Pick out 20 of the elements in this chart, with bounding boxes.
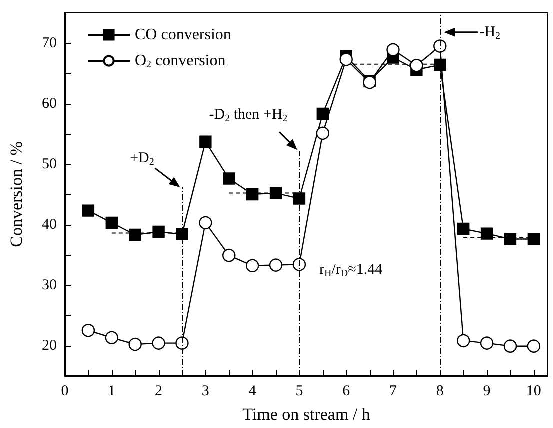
y-tick-label: 50 <box>42 156 57 172</box>
y-tick-label: 40 <box>42 216 57 233</box>
y-tick-label: 30 <box>42 277 57 294</box>
x-tick-label: 9 <box>483 384 491 400</box>
legend-label: CO conversion <box>135 26 232 44</box>
x-tick-label: 10 <box>526 384 542 400</box>
x-tick-label: 5 <box>296 384 304 400</box>
x-tick-label: 6 <box>342 384 351 400</box>
x-tick-label: 1 <box>108 384 116 400</box>
x-tick-label: 7 <box>390 384 398 400</box>
x-tick-label: 4 <box>248 384 257 400</box>
x-tick-label: 3 <box>202 384 210 400</box>
x-tick-label: 8 <box>436 384 444 400</box>
y-axis-title: Conversion / % <box>7 142 26 248</box>
y-tick-label: 20 <box>42 338 57 354</box>
y-tick-label: 70 <box>42 35 57 52</box>
x-tick-label: 0 <box>61 384 69 400</box>
x-axis-title: Time on stream / h <box>242 405 371 424</box>
y-tick-label: 60 <box>42 96 57 112</box>
x-tick-label: 2 <box>155 384 163 400</box>
